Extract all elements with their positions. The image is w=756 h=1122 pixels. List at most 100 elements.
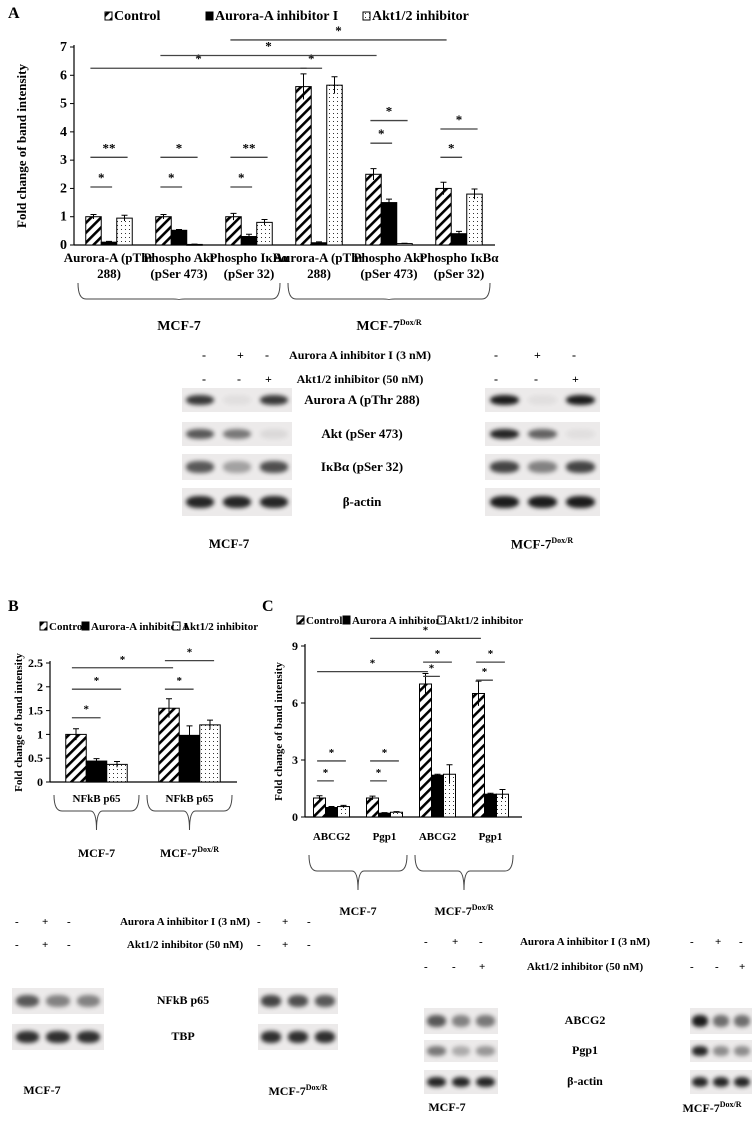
significance-marker: *: [435, 648, 441, 660]
significance-marker: *: [448, 140, 455, 155]
significance-marker: *: [376, 767, 382, 779]
bar-C-s2-c1: [390, 811, 403, 818]
blot-band: [186, 461, 215, 473]
treatment-sign: +: [282, 939, 289, 951]
group-label: MCF-7Dox/R: [434, 903, 493, 918]
category-label: Phospho Akt: [143, 250, 215, 265]
group-label: MCF-7: [339, 904, 376, 918]
bar-A-s2-c3: [326, 84, 343, 246]
blot-cell-line-left: MCF-7: [23, 1083, 61, 1097]
group-label-text: MCF-7: [434, 904, 471, 918]
legend-label-0: Control: [49, 621, 85, 633]
blot-cell-line-left: MCF-7: [428, 1100, 466, 1114]
blot-right-row-3: [485, 488, 600, 516]
significance-marker: *: [329, 747, 335, 759]
group-brace: [287, 282, 491, 301]
treatment-sign: -: [15, 939, 19, 951]
blot-cell-line-right: MCF-7Dox/R: [268, 1083, 327, 1099]
blot-band: [261, 1031, 282, 1043]
blot-right-row-1: [485, 422, 600, 446]
treatment-sign: -: [494, 348, 498, 362]
significance-marker: *: [386, 104, 393, 119]
treatment-sign: -: [257, 916, 261, 928]
y-tick-label: 2: [60, 181, 67, 196]
blot-band: [15, 995, 39, 1007]
blot-band: [527, 461, 558, 473]
error-bar: [261, 219, 268, 226]
treatment-label-akt: Akt1/2 inhibitor (50 nM): [126, 939, 244, 951]
group-label-sup: Dox/R: [472, 903, 494, 912]
error-bar: [487, 792, 494, 796]
bar-C-s1-c3: [484, 793, 497, 818]
treatment-sign: -: [739, 936, 743, 948]
y-tick-label: 3: [60, 153, 67, 168]
cell-line-name: MCF-7: [268, 1084, 306, 1098]
significance-marker: **: [243, 140, 256, 155]
y-tick-label: 4: [60, 125, 67, 140]
error-bar: [73, 728, 79, 741]
blot-left-row-1: [424, 1040, 498, 1062]
group-label: MCF-7Dox/R: [160, 845, 219, 860]
group-label-text: MCF-7: [339, 904, 376, 918]
blot-band: [426, 1015, 446, 1027]
treatment-sign: -: [452, 961, 456, 973]
blot-band: [692, 1076, 709, 1088]
legend-swatch-2: [437, 615, 446, 625]
blot-band: [692, 1046, 709, 1056]
significance-marker: *: [98, 170, 105, 185]
cell-line-sup: Dox/R: [305, 1083, 328, 1092]
group-label: MCF-7Dox/R: [356, 318, 422, 334]
error-bar: [381, 812, 388, 814]
bar-A-s1-c4: [380, 202, 398, 246]
chart-C: 0 3 6 9 Fold change of band intensity ABCG2 Pg…: [273, 615, 523, 918]
y-tick-label: 0: [37, 775, 43, 789]
significance-marker: *: [308, 51, 315, 66]
blot-band: [186, 428, 215, 440]
blot-right-row-2: [485, 454, 600, 480]
blot-band: [713, 1015, 729, 1027]
significance-marker: *: [323, 767, 329, 779]
blot-band: [489, 394, 519, 406]
error-bar: [186, 725, 193, 745]
blot-band: [223, 394, 251, 406]
cell-line-name: MCF-7: [510, 536, 552, 552]
cell-line-sup: Dox/R: [551, 536, 574, 545]
blot-band: [713, 1076, 729, 1088]
blot-right-row-1: [258, 1024, 338, 1050]
blot-band: [713, 1046, 729, 1056]
error-bar: [456, 230, 462, 236]
blot-left-row-1: [12, 1024, 104, 1050]
legend-label-0: Control: [306, 615, 342, 627]
error-bar: [440, 181, 447, 195]
bar-C-s2-c0: [337, 806, 350, 818]
bar-A-s2-c2: [256, 221, 273, 246]
bar-A-s0-c2: [225, 216, 242, 246]
treatment-sign: -: [202, 372, 206, 386]
group-label-sup: Dox/R: [400, 318, 422, 327]
error-bar: [393, 811, 400, 813]
blot-band: [223, 495, 251, 509]
treatment-sign: +: [479, 961, 486, 973]
significance-marker: *: [187, 647, 193, 659]
y-tick-label: 6: [292, 696, 298, 710]
group-brace: [77, 282, 281, 301]
significance-marker: *: [488, 648, 494, 660]
treatment-sign: -: [67, 939, 71, 951]
blot-band: [426, 1046, 446, 1056]
legend-label-2: Akt1/2 inhibitor: [372, 9, 469, 24]
blot-band: [259, 428, 288, 440]
blot-band: [259, 394, 288, 406]
significance-marker: *: [168, 170, 175, 185]
panel-label-a: A: [8, 5, 20, 22]
category-label: Aurora-A (pThr: [64, 250, 155, 265]
blot-band: [692, 1015, 709, 1027]
error-bar: [471, 188, 478, 200]
cell-line-sup: Dox/R: [719, 1100, 742, 1109]
blot-band: [566, 428, 596, 440]
y-tick-label: 5: [60, 97, 67, 112]
blot-band: [259, 495, 288, 509]
panel-label-b: B: [8, 598, 19, 615]
error-bar: [340, 804, 347, 808]
